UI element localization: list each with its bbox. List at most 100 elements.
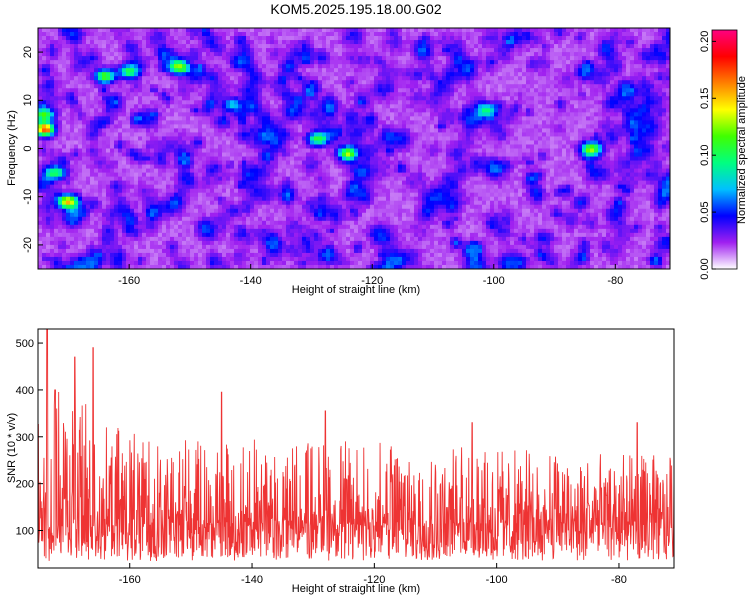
heatmap-cell [642,56,647,61]
heatmap-cell [190,76,195,81]
heatmap-cell [454,148,459,153]
heatmap-cell [662,92,667,97]
heatmap-cell [554,80,559,85]
heatmap-cell [458,68,463,73]
heatmap-cell [462,80,467,85]
heatmap-cell [62,100,67,105]
heatmap-cell [462,144,467,149]
heatmap-cell [278,112,283,117]
heatmap-cell [286,148,291,153]
heatmap-cell [182,152,187,157]
heatmap-cell [334,128,339,133]
heatmap-cell [170,60,175,65]
heatmap-cell [658,68,663,73]
heatmap-cell [526,52,531,57]
heatmap-cell [154,152,159,157]
heatmap-cell [422,80,427,85]
heatmap-cell [622,44,627,49]
heatmap-cell [578,36,583,41]
heatmap-cell [202,76,207,81]
heatmap-cell [46,36,51,41]
heatmap-cell [194,80,199,85]
heatmap-cell [594,100,599,105]
heatmap-cell [274,60,279,65]
heatmap-cell [510,92,515,97]
heatmap-cell [102,104,107,109]
heatmap-cell [226,72,231,77]
heatmap-cell [94,40,99,45]
heatmap-cell [210,28,215,33]
heatmap-cell [174,84,179,89]
heatmap-cell [610,96,615,101]
heatmap-cell [186,144,191,149]
heatmap-cell [266,80,271,85]
heatmap-cell [110,64,115,69]
heatmap-cell [414,48,419,53]
heatmap-cell [78,52,83,57]
heatmap-cell [234,84,239,89]
heatmap-cell [518,100,523,105]
heatmap-cell [486,52,491,57]
heatmap-cell [226,64,231,69]
heatmap-cell [266,76,271,81]
heatmap-cell [310,100,315,105]
heatmap-cell [510,104,515,109]
heatmap-cell [62,68,67,73]
heatmap-cell [486,108,491,113]
heatmap-cell [202,140,207,145]
heatmap-cell [478,44,483,49]
heatmap-cell [242,144,247,149]
heatmap-cell [378,32,383,37]
heatmap-cell [358,44,363,49]
heatmap-cell [434,124,439,129]
heatmap-cell [62,36,67,41]
heatmap-cell [410,84,415,89]
heatmap-cell [106,56,111,61]
heatmap-cell [646,40,651,45]
heatmap-cell [546,48,551,53]
heatmap-cell [494,136,499,141]
heatmap-cell [594,56,599,61]
heatmap-cell [134,96,139,101]
heatmap-cell [190,132,195,137]
heatmap-cell [618,104,623,109]
heatmap-cell [630,44,635,49]
heatmap-cell [254,136,259,141]
heatmap-cell [558,80,563,85]
heatmap-cell [350,124,355,129]
heatmap-cell [534,128,539,133]
heatmap-cell [162,32,167,37]
heatmap-cell [630,80,635,85]
heatmap-cell [178,140,183,145]
heatmap-cell [254,116,259,121]
heatmap-cell [102,108,107,113]
heatmap-cell [238,28,243,33]
heatmap-cell [454,48,459,53]
heatmap-cell [222,80,227,85]
heatmap-cell [366,112,371,117]
heatmap-cell [606,48,611,53]
heatmap-cell [522,40,527,45]
heatmap-cell [242,112,247,117]
heatmap-cell [302,116,307,121]
heatmap-cell [602,84,607,89]
heatmap-cell [282,28,287,33]
heatmap-cell [302,128,307,133]
heatmap-cell [310,68,315,73]
heatmap-cell [246,68,251,73]
heatmap-cell [494,148,499,153]
heatmap-cell [582,84,587,89]
heatmap-cell [98,60,103,65]
heatmap-cell [662,116,667,121]
heatmap-cell [294,32,299,37]
heatmap-cell [42,28,47,33]
heatmap-cell [614,64,619,69]
heatmap-cell [158,72,163,77]
heatmap-cell [230,104,235,109]
heatmap-cell [522,132,527,137]
heatmap-cell [346,136,351,141]
heatmap-cell [638,132,643,137]
heatmap-cell [614,44,619,49]
heatmap-cell [330,140,335,145]
heatmap-cell [610,148,615,153]
